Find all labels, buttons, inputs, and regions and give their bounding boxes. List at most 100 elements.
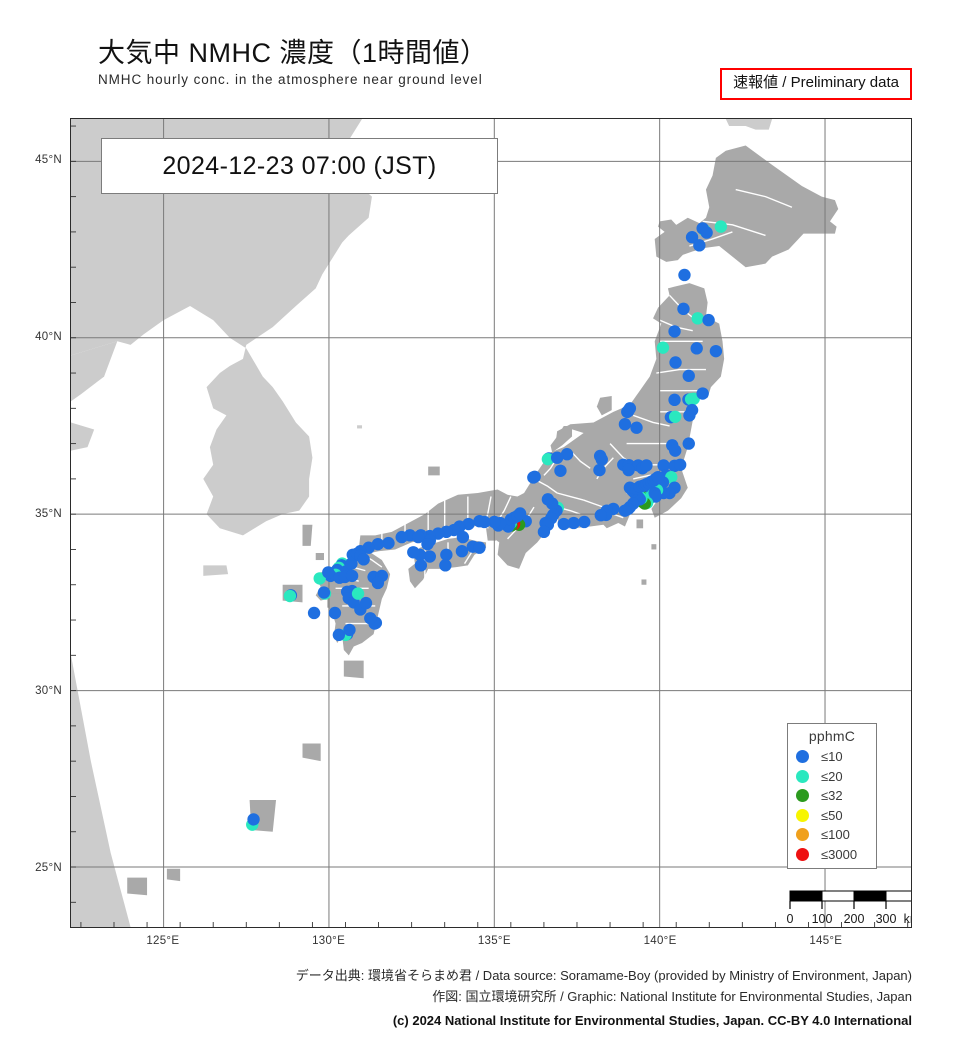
station-point[interactable] [513, 507, 527, 520]
x-axis-tick-label: 130°E [312, 935, 346, 947]
station-point[interactable] [421, 537, 434, 551]
legend-item: ≤3000 [788, 845, 876, 865]
ishigaki-island [127, 877, 148, 896]
station-point[interactable] [357, 553, 370, 566]
station-point[interactable] [656, 341, 670, 354]
station-point[interactable] [668, 325, 681, 338]
station-point[interactable] [593, 463, 606, 477]
jeju-island [203, 565, 229, 576]
station-point[interactable] [691, 312, 704, 325]
station-point[interactable] [696, 387, 709, 400]
station-point[interactable] [473, 541, 486, 554]
y-axis-tick-label: 40°N [35, 331, 62, 344]
station-point[interactable] [322, 566, 335, 579]
station-point[interactable] [345, 569, 359, 583]
legend-swatch-icon [796, 828, 809, 842]
station-point[interactable] [714, 220, 728, 233]
station-point[interactable] [414, 559, 428, 572]
station-point[interactable] [685, 403, 699, 417]
station-point[interactable] [455, 545, 469, 558]
station-point[interactable] [550, 451, 564, 464]
legend-item-label: ≤3000 [821, 846, 858, 862]
station-point[interactable] [332, 628, 346, 642]
station-point[interactable] [317, 586, 331, 599]
station-point[interactable] [351, 587, 365, 600]
station-point[interactable] [557, 517, 570, 531]
footer: データ出典: 環境省そらまめ君 / Data source: Soramame-… [0, 965, 980, 1031]
prefecture-border [656, 368, 706, 374]
station-point[interactable] [440, 548, 453, 561]
station-point[interactable] [328, 606, 342, 620]
station-point[interactable] [382, 536, 395, 550]
page-subtitle: NMHC hourly conc. in the atmosphere near… [98, 72, 483, 88]
station-point[interactable] [560, 448, 574, 461]
station-point[interactable] [554, 464, 567, 477]
station-point[interactable] [668, 393, 681, 407]
station-point[interactable] [364, 612, 377, 625]
legend-swatch-icon [796, 847, 809, 861]
station-point[interactable] [690, 342, 703, 355]
station-point[interactable] [359, 596, 373, 610]
station-point[interactable] [439, 559, 452, 572]
station-point[interactable] [687, 392, 700, 405]
tanegashima-island [343, 660, 364, 679]
station-point[interactable] [343, 623, 356, 637]
station-point[interactable] [702, 313, 715, 327]
legend-item: ≤20 [788, 767, 876, 787]
station-point[interactable] [313, 572, 326, 585]
station-point[interactable] [595, 453, 608, 466]
station-point[interactable] [283, 589, 297, 603]
station-point[interactable] [578, 515, 591, 529]
station-point[interactable] [630, 421, 643, 434]
station-point[interactable] [488, 515, 501, 529]
station-point[interactable] [682, 437, 695, 450]
map-plot-area[interactable]: 2024-12-23 07:00 (JST) pphmC ≤10 ≤20 ≤32 ≤5… [70, 118, 912, 928]
station-point[interactable] [395, 530, 408, 544]
station-point[interactable] [618, 504, 632, 517]
station-point[interactable] [567, 516, 580, 530]
station-point[interactable] [682, 369, 695, 383]
station-point[interactable] [473, 515, 486, 528]
station-point[interactable] [618, 418, 632, 431]
station-point[interactable] [678, 268, 691, 282]
station-point[interactable] [541, 493, 555, 506]
station-point[interactable] [407, 546, 420, 559]
station-point[interactable] [527, 471, 540, 484]
station-point[interactable] [537, 525, 551, 539]
shandong-landmass [71, 422, 95, 451]
station-point[interactable] [622, 463, 635, 477]
station-point[interactable] [709, 344, 723, 358]
station-point[interactable] [423, 550, 437, 563]
station-point[interactable] [673, 458, 687, 471]
timestamp-box: 2024-12-23 07:00 (JST) [101, 138, 498, 194]
station-point[interactable] [693, 239, 706, 252]
station-point[interactable] [412, 530, 425, 544]
y-axis-tick-label: 45°N [35, 154, 62, 167]
legend-item: ≤32 [788, 786, 876, 806]
station-point[interactable] [669, 410, 682, 423]
station-point[interactable] [247, 813, 260, 826]
station-point[interactable] [594, 509, 607, 522]
station-point[interactable] [649, 490, 662, 503]
station-point[interactable] [700, 226, 713, 239]
oki-islands [428, 466, 440, 476]
station-point[interactable] [685, 231, 699, 244]
station-point[interactable] [669, 356, 682, 369]
station-point[interactable] [307, 606, 321, 620]
footer-graphic-credit: 作図: 国立環境研究所 / Graphic: National Institut… [432, 989, 912, 1005]
station-point[interactable] [651, 470, 665, 484]
station-point[interactable] [541, 452, 555, 466]
station-point[interactable] [623, 402, 637, 415]
scale-bar: 0 100 200 300 km [784, 889, 911, 927]
scale-bar-labels: 0 100 200 300 km [784, 912, 911, 927]
china-coast-landmass [71, 341, 118, 402]
legend: pphmC ≤10 ≤20 ≤32 ≤50 ≤100 ≤3000 [787, 723, 877, 869]
station-point[interactable] [669, 444, 682, 457]
y-axis-tick-label: 35°N [35, 508, 62, 521]
station-point[interactable] [677, 302, 690, 316]
noto-peninsula [550, 425, 573, 453]
station-point[interactable] [657, 459, 670, 472]
station-point[interactable] [640, 459, 653, 472]
station-point[interactable] [456, 530, 470, 544]
station-point[interactable] [371, 576, 385, 590]
